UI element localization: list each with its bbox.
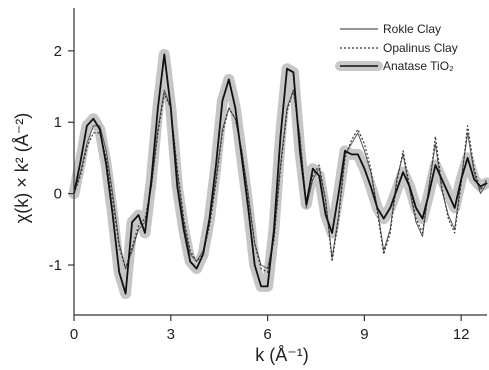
y-axis-label: χ(k) × k² (Å⁻²) bbox=[12, 113, 32, 223]
series-line-anatase-tio bbox=[73, 53, 488, 295]
legend-label-rokle-clay: Rokle Clay bbox=[383, 22, 441, 36]
x-tick-label: 12 bbox=[453, 326, 470, 343]
x-tick-label: 3 bbox=[167, 326, 175, 343]
series-line-opalinus-clay bbox=[73, 89, 488, 273]
y-tick-label: 0 bbox=[54, 186, 62, 203]
x-tick-label: 0 bbox=[70, 326, 78, 343]
x-axis-label: k (Å⁻¹) bbox=[255, 345, 309, 365]
series-halo-anatase-tio bbox=[68, 48, 489, 300]
legend-label-opalinus-clay: Opalinus Clay bbox=[383, 41, 458, 55]
plot-area bbox=[68, 48, 489, 300]
y-tick-label: 2 bbox=[54, 43, 62, 60]
legend: Rokle Clay Opalinus Clay Anatase TiO₂ bbox=[335, 22, 458, 73]
y-tick-label: -1 bbox=[49, 257, 62, 274]
y-tick-label: 1 bbox=[54, 114, 62, 131]
x-tick-label: 6 bbox=[263, 326, 271, 343]
x-tick-label: 9 bbox=[360, 326, 368, 343]
legend-label-anatase-tio2: Anatase TiO₂ bbox=[383, 59, 454, 73]
axes bbox=[73, 8, 487, 316]
